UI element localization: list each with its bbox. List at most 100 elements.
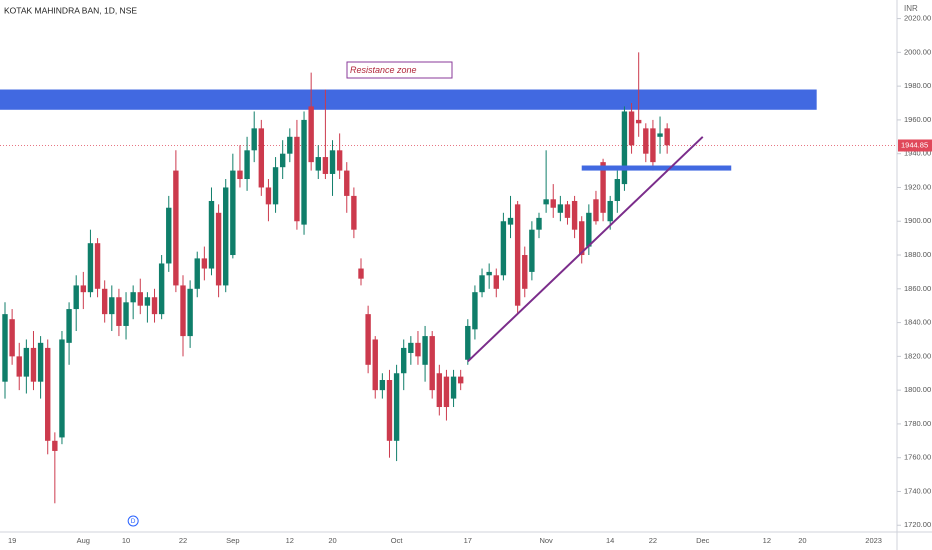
candle-body	[279, 153, 286, 168]
candle-body	[514, 204, 521, 306]
candle-body	[272, 167, 279, 205]
candle-body	[465, 325, 471, 360]
candle-body	[336, 150, 343, 171]
candle-body	[372, 339, 378, 391]
candle-body	[329, 150, 336, 174]
x-tick-label: 22	[179, 536, 187, 545]
candle-body	[30, 347, 37, 382]
resistance-zone	[0, 89, 817, 110]
candle-body	[664, 128, 670, 146]
candle-body	[80, 285, 87, 293]
candle-body	[265, 187, 272, 205]
x-tick-label: Aug	[77, 536, 90, 545]
candle-body	[322, 157, 329, 174]
y-tick-label: 1720.00	[904, 520, 931, 529]
y-tick-label: 1820.00	[904, 351, 931, 360]
candle-body	[593, 199, 599, 222]
dividend-marker-label: D	[131, 518, 136, 525]
candle-body	[37, 342, 44, 382]
candle-body	[450, 376, 457, 399]
candle-body	[73, 285, 79, 310]
candle-body	[351, 195, 357, 230]
candle-body	[223, 187, 229, 286]
candle-body	[194, 258, 200, 289]
candle-body	[408, 342, 414, 353]
x-tick-label: 2023	[865, 536, 882, 545]
candle-body	[201, 258, 208, 269]
candle-body	[657, 133, 663, 137]
candle-body	[87, 243, 94, 293]
candle-body	[522, 255, 528, 289]
candle-body	[144, 297, 151, 306]
candle-body	[158, 263, 165, 315]
y-tick-label: 1900.00	[904, 216, 931, 225]
support-zone	[581, 165, 732, 171]
candle-body	[586, 212, 592, 247]
candle-body	[66, 309, 72, 343]
candle-body	[507, 217, 514, 225]
candle-body	[422, 336, 428, 365]
candle-body	[557, 204, 564, 213]
candle-body	[308, 106, 314, 163]
y-tick-label: 1780.00	[904, 419, 931, 428]
candle-body	[59, 339, 65, 438]
x-tick-label: 20	[798, 536, 806, 545]
candle-body	[180, 285, 186, 337]
candle-body	[479, 275, 485, 293]
candle-body	[571, 200, 578, 230]
candle-body	[137, 292, 143, 306]
last-price-label: 1944.85	[901, 140, 928, 149]
candle-body	[493, 275, 499, 289]
candle-body	[379, 380, 386, 391]
x-tick-label: 10	[122, 536, 130, 545]
candle-body	[173, 170, 179, 286]
x-tick-label: 22	[649, 536, 657, 545]
currency-label: INR	[904, 4, 918, 13]
y-tick-label: 1860.00	[904, 284, 931, 293]
candle-body	[52, 440, 58, 451]
candle-body	[215, 212, 222, 286]
candle-body	[472, 292, 478, 330]
x-tick-label: Sep	[226, 536, 239, 545]
candle-body	[109, 297, 115, 315]
candle-body	[614, 179, 621, 201]
candle-body	[344, 170, 350, 196]
candle-body	[607, 200, 613, 222]
candle-body	[101, 288, 108, 315]
x-tick-label: Nov	[539, 536, 553, 545]
candle-body	[393, 373, 400, 441]
candle-body	[628, 111, 635, 146]
chart-title: KOTAK MAHINDRA BAN, 1D, NSE	[4, 5, 137, 15]
candle-body	[650, 128, 656, 163]
candle-body	[2, 314, 8, 382]
x-tick-label: 17	[464, 536, 472, 545]
candle-body	[358, 268, 364, 279]
y-tick-label: 1920.00	[904, 182, 931, 191]
y-tick-label: 1800.00	[904, 385, 931, 394]
y-tick-label: 1840.00	[904, 318, 931, 327]
candle-body	[500, 221, 507, 276]
candle-body	[643, 128, 649, 154]
x-tick-label: Oct	[391, 536, 404, 545]
x-tick-label: 20	[328, 536, 336, 545]
candle-body	[457, 376, 464, 384]
candle-body	[23, 347, 30, 377]
annotation-label: Resistance zone	[350, 65, 417, 75]
candle-body	[16, 356, 22, 377]
annotation-box	[346, 61, 453, 79]
candle-body	[94, 243, 101, 289]
candle-body	[208, 200, 215, 269]
candle-body	[45, 347, 51, 441]
x-tick-label: 12	[286, 536, 294, 545]
candle-body	[436, 373, 443, 408]
x-tick-label: 14	[606, 536, 614, 545]
candle-body	[550, 199, 556, 208]
candle-body	[365, 314, 371, 365]
candle-body	[486, 271, 492, 276]
candle-body	[635, 119, 642, 124]
candle-body	[244, 150, 250, 180]
candle-body	[529, 229, 535, 272]
x-tick-label: Dec	[696, 536, 710, 545]
